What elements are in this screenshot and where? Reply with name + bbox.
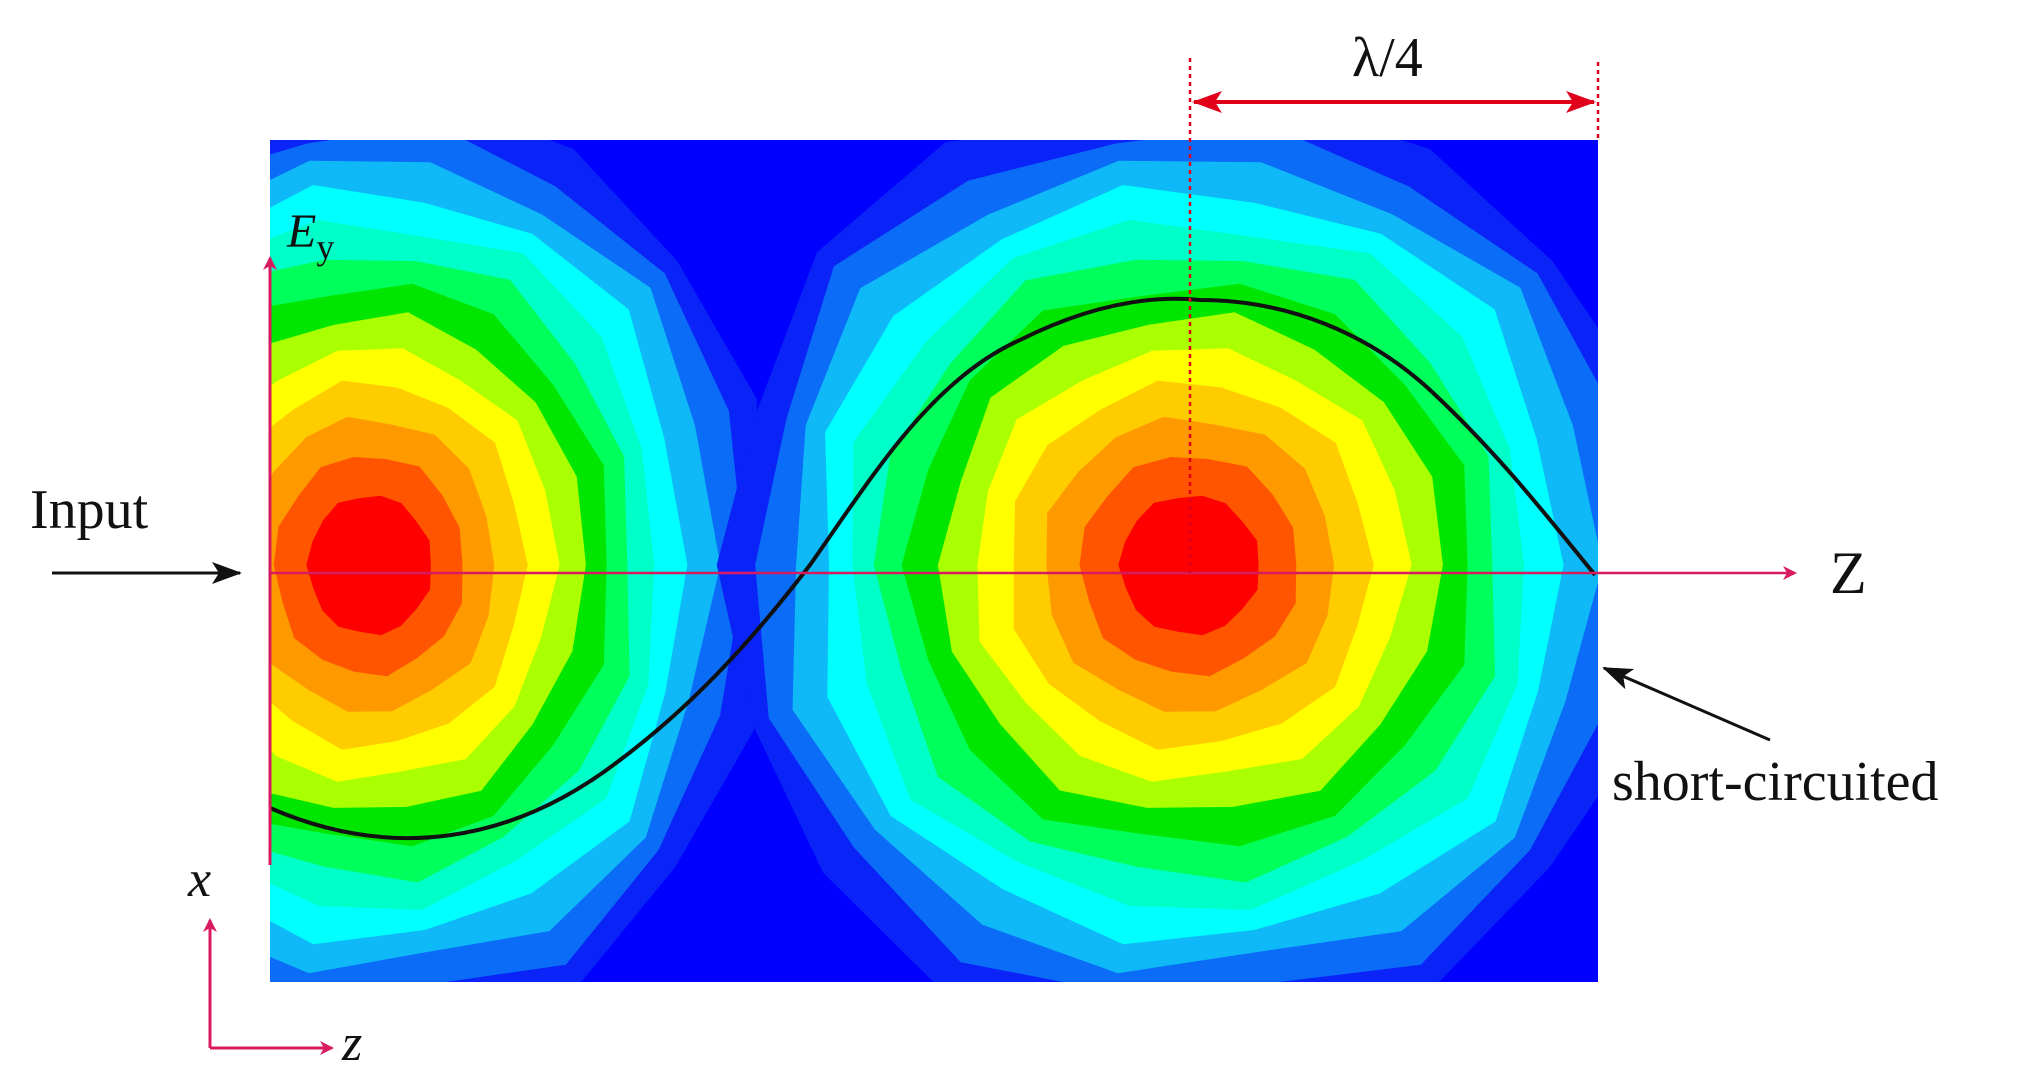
coord-z-label: z	[341, 1015, 362, 1072]
coord-x-label: x	[187, 851, 211, 908]
input-label: Input	[30, 479, 149, 541]
left-lobe-contour-level-13	[306, 495, 431, 636]
z-axis-label: Z	[1830, 540, 1867, 606]
ey-axis-label: Ey	[286, 205, 334, 267]
field-contour-map	[270, 140, 1598, 982]
ey-standing-wave-curve	[269, 296, 1597, 841]
left-field-lobe	[270, 140, 760, 982]
lambda-quarter-label: λ/4	[1352, 27, 1423, 89]
right-lobe-contour-level-13	[1118, 495, 1259, 636]
short-circuit-pointer-arrow	[1602, 666, 1771, 742]
right-field-lobe	[716, 140, 1598, 982]
short-circuited-label: short-circuited	[1612, 751, 1939, 813]
coordinate-system	[203, 918, 334, 1055]
